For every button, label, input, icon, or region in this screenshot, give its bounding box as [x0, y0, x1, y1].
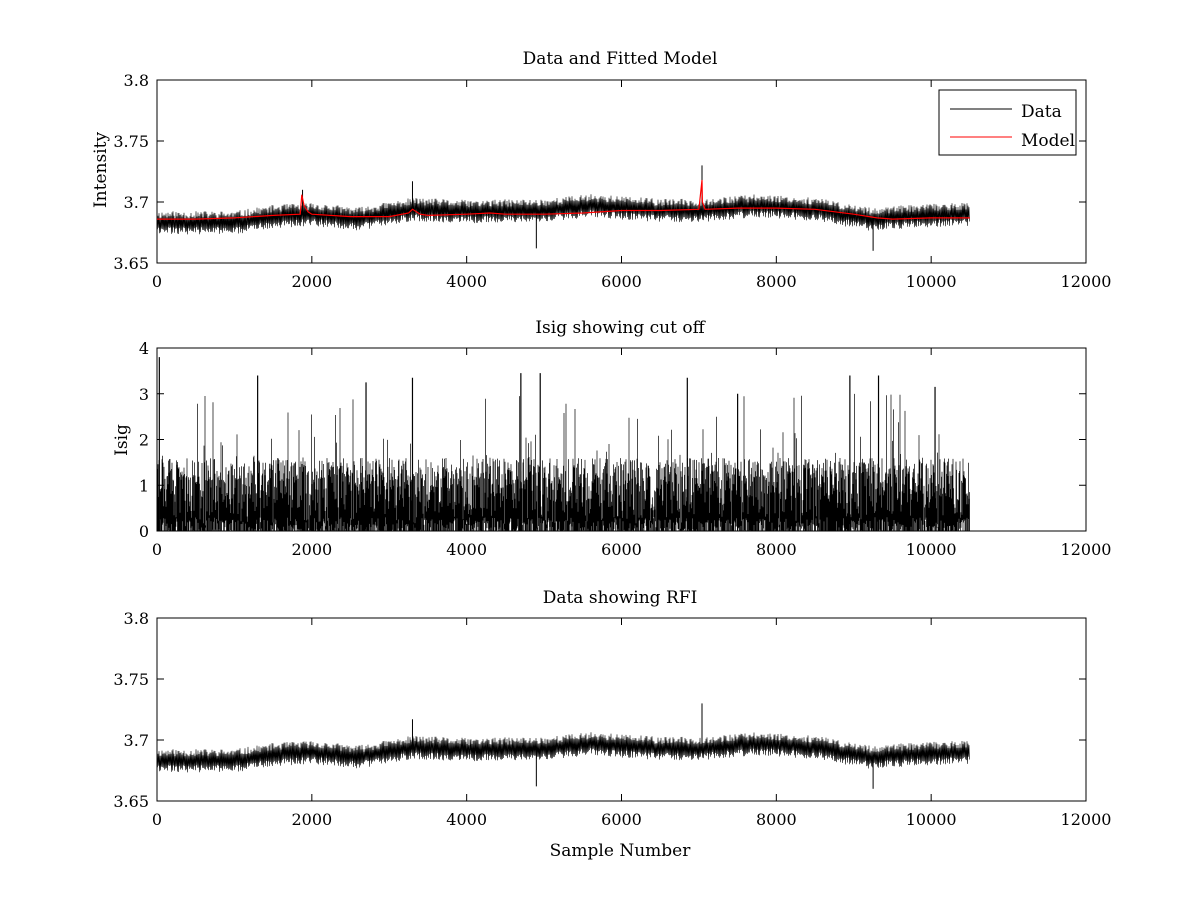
x-tick-label: 6000 [601, 272, 642, 291]
series-line-line [156, 732, 970, 773]
y-tick-label: 3.8 [124, 71, 149, 90]
x-tick-label: 0 [152, 810, 162, 829]
x-tick-label: 10000 [906, 810, 957, 829]
panel-3-axes-frame [156, 617, 1087, 802]
x-tick-label: 4000 [446, 272, 487, 291]
panel-2-title: Isig showing cut off [535, 318, 706, 338]
series-model-line [157, 179, 970, 220]
y-tick-label: 3.75 [113, 132, 149, 151]
x-tick-label: 6000 [601, 810, 642, 829]
legend-box [938, 89, 1077, 156]
x-tick-label: 2000 [291, 540, 332, 559]
y-tick-label: 3.65 [113, 792, 149, 811]
panel-1-plot-area [156, 165, 970, 251]
panel-2-ylabel: Isig [112, 424, 132, 456]
x-tick-label: 12000 [1061, 272, 1112, 291]
panel-1-title: Data and Fitted Model [523, 49, 718, 69]
x-tick-label: 4000 [446, 810, 487, 829]
series-isig-line [156, 393, 970, 531]
panel-1-legend: Data Model [938, 89, 1077, 156]
y-tick-label: 3 [139, 385, 149, 404]
y-tick-label: 3.75 [113, 670, 149, 689]
x-tick-label: 12000 [1061, 540, 1112, 559]
x-tick-label: 8000 [756, 272, 797, 291]
x-tick-label: 0 [152, 540, 162, 559]
y-tick-label: 1 [139, 476, 149, 495]
x-tick-label: 10000 [906, 272, 957, 291]
x-tick-label: 2000 [291, 810, 332, 829]
y-tick-label: 0 [139, 522, 149, 541]
legend-data-label: Data [1021, 102, 1062, 122]
panel-1: Data and Fitted Model Intensity 0 2000 400… [91, 49, 1111, 291]
x-tick-label: 0 [152, 272, 162, 291]
panel-2-ticks: 0 2000 4000 6000 8000 10000 12000 0 1 2 3 4 [139, 339, 1112, 559]
y-tick-label: 4 [139, 339, 149, 358]
y-tick-label: 2 [139, 431, 149, 450]
x-tick-label: 8000 [756, 810, 797, 829]
series-data-line [156, 194, 970, 235]
x-tick-label: 4000 [446, 540, 487, 559]
y-tick-label: 3.7 [124, 731, 149, 750]
legend-model-label: Model [1021, 131, 1075, 151]
y-tick-label: 3.7 [124, 193, 149, 212]
panel-1-ylabel: Intensity [91, 132, 111, 208]
panel-3-xlabel: Sample Number [550, 841, 692, 861]
x-tick-label: 10000 [906, 540, 957, 559]
panel-3-ticks: 0 2000 4000 6000 8000 10000 12000 3.65 3.7 3.75 3.… [113, 609, 1111, 829]
panel-3: Data showing RFI 0 2000 4000 6000 8000 10000 1… [113, 588, 1111, 861]
x-tick-label: 12000 [1061, 810, 1112, 829]
panel-1-ticks: 0 2000 4000 6000 8000 10000 12000 3.65 3.7 3.75 3.… [113, 71, 1111, 291]
panel-2-plot-area [156, 357, 970, 531]
panel-1-axes-frame [156, 79, 1087, 264]
y-tick-label: 3.65 [113, 254, 149, 273]
panel-2: Isig showing cut off Isig 0 2000 4000 6000 8… [112, 318, 1111, 559]
x-tick-label: 6000 [601, 540, 642, 559]
y-tick-label: 3.8 [124, 609, 149, 628]
x-tick-label: 8000 [756, 540, 797, 559]
panel-3-title: Data showing RFI [543, 588, 698, 608]
x-tick-label: 2000 [291, 272, 332, 291]
panel-3-plot-area [156, 703, 970, 789]
